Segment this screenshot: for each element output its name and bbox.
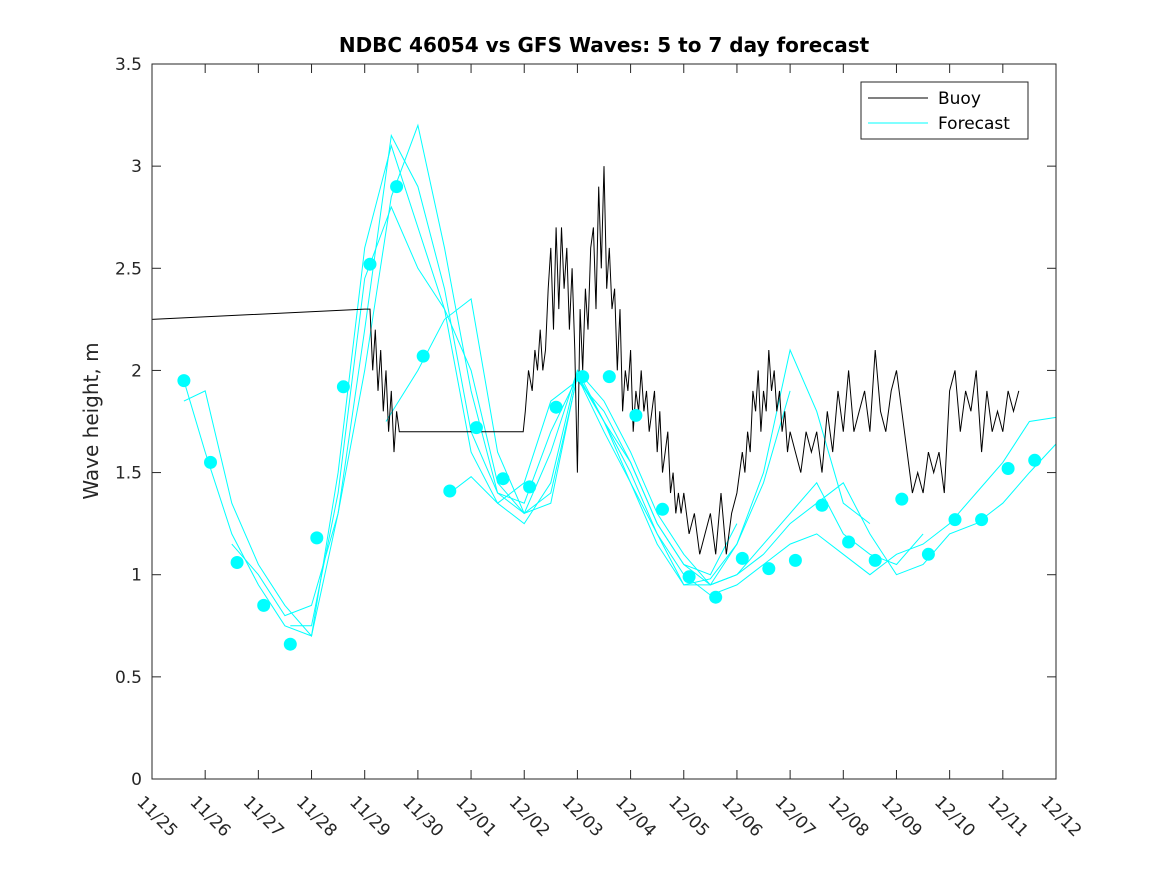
forecast-lines	[183, 123, 1057, 638]
forecast-marker	[1028, 453, 1042, 467]
forecast-marker	[735, 551, 749, 565]
forecast-line-3	[231, 123, 871, 617]
y-tick-label: 1.5	[115, 464, 142, 484]
y-tick-label: 2	[131, 361, 142, 381]
y-tick-label: 3	[131, 157, 142, 177]
forecast-marker	[177, 374, 191, 388]
axes-box	[151, 63, 1057, 780]
forecast-marker	[975, 513, 989, 527]
legend-forecast-label: Forecast	[938, 114, 1010, 134]
buoy-series-line	[151, 166, 1020, 555]
forecast-marker	[868, 553, 882, 567]
forecast-marker	[416, 349, 430, 363]
forecast-marker	[788, 553, 802, 567]
y-tick-label: 2.5	[115, 259, 142, 279]
forecast-marker	[762, 562, 776, 576]
forecast-marker	[602, 370, 616, 384]
forecast-marker	[815, 498, 829, 512]
forecast-marker	[390, 180, 404, 194]
forecast-marker	[629, 408, 643, 422]
forecast-marker	[948, 513, 962, 527]
forecast-marker	[257, 598, 271, 612]
forecast-marker	[842, 535, 856, 549]
forecast-marker	[576, 370, 590, 384]
y-tick-label: 0.5	[115, 668, 142, 688]
forecast-marker	[921, 547, 935, 561]
legend-buoy-label: Buoy	[938, 89, 981, 109]
y-tick-label: 3.5	[115, 55, 142, 75]
forecast-line-5	[385, 297, 1057, 596]
forecast-marker	[310, 531, 324, 545]
legend-box	[860, 81, 1029, 140]
chart-title: NDBC 46054 vs GFS Waves: 5 to 7 day fore…	[339, 33, 870, 57]
y-tick-label: 1	[131, 566, 142, 586]
forecast-marker	[443, 484, 457, 498]
legend: Buoy Forecast	[860, 81, 1029, 140]
forecast-marker	[656, 502, 669, 516]
forecast-marker	[230, 556, 244, 569]
y-tick-label: 0	[131, 770, 142, 790]
forecast-marker	[469, 421, 483, 435]
forecast-marker	[549, 400, 563, 414]
forecast-line-6	[449, 369, 1057, 586]
forecast-marker	[204, 455, 217, 469]
forecast-marker	[682, 570, 696, 584]
forecast-marker	[283, 637, 297, 651]
forecast-markers	[177, 180, 1042, 651]
forecast-marker	[363, 257, 377, 271]
forecast-line-2	[183, 133, 791, 638]
forecast-marker	[895, 492, 909, 506]
buoy-line	[151, 166, 1020, 555]
forecast-marker	[336, 380, 350, 394]
forecast-marker	[709, 590, 723, 604]
forecast-marker	[496, 472, 510, 486]
forecast-marker	[1001, 462, 1015, 475]
y-axis-label: Wave height, m	[79, 342, 103, 499]
forecast-marker	[523, 480, 537, 494]
